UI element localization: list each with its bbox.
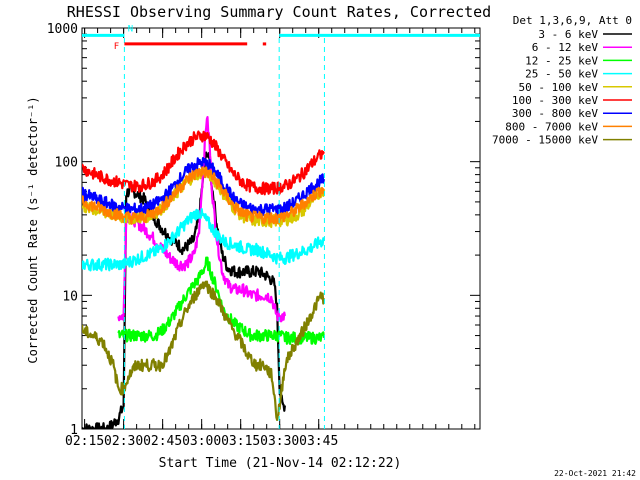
x-tick-label: 03:00	[182, 434, 221, 449]
series-line	[82, 151, 286, 429]
legend-label: 800 - 7000 keV	[505, 120, 598, 133]
legend-label: 3 - 6 keV	[538, 28, 598, 41]
series-line	[82, 208, 325, 272]
x-axis-label: Start Time (21-Nov-14 02:12:22)	[159, 456, 402, 471]
x-tick-label: 03:30	[260, 434, 299, 449]
x-tick-label: 03:45	[299, 434, 338, 449]
x-tick-label: 03:15	[221, 434, 260, 449]
legend-label: 12 - 25 keV	[525, 54, 598, 67]
series-line	[117, 116, 286, 323]
plot-area: 1 10 100 1000 02:15 02:30 02:45 03:00 03:15 03:30…	[47, 22, 481, 449]
x-tick-label: 02:15	[65, 434, 104, 449]
y-tick-label: 100	[55, 156, 78, 171]
legend-label: 6 - 12 keV	[532, 41, 599, 54]
x-tick-label: 02:45	[143, 434, 182, 449]
legend-label: 7000 - 15000 keV	[492, 134, 598, 147]
y-tick-label: 1000	[47, 22, 78, 37]
y-tick-label: 1	[70, 423, 78, 438]
y-tick-label: 10	[62, 289, 78, 304]
plot-frame	[81, 27, 481, 430]
y-axis-label: Corrected Count Rate (s⁻¹ detector⁻¹)	[26, 96, 40, 363]
series-line	[82, 280, 325, 421]
chart-title: RHESSI Observing Summary Count Rates, Co…	[67, 3, 491, 21]
series-group	[82, 116, 325, 429]
series-line	[117, 256, 325, 345]
legend-label: 50 - 100 keV	[519, 81, 599, 94]
series-line	[82, 130, 325, 196]
legend-label: 100 - 300 keV	[512, 94, 598, 107]
series-line	[82, 166, 325, 225]
flag-label: F	[114, 42, 119, 52]
legend-label: 25 - 50 keV	[525, 68, 598, 81]
timestamp: 22-Oct-2021 21:42	[554, 469, 636, 478]
flag-label: N	[128, 24, 133, 34]
x-tick-label: 02:30	[104, 434, 143, 449]
legend-label: 300 - 800 keV	[512, 107, 598, 120]
legend-header: Det 1,3,6,9, Att 0	[513, 14, 632, 27]
